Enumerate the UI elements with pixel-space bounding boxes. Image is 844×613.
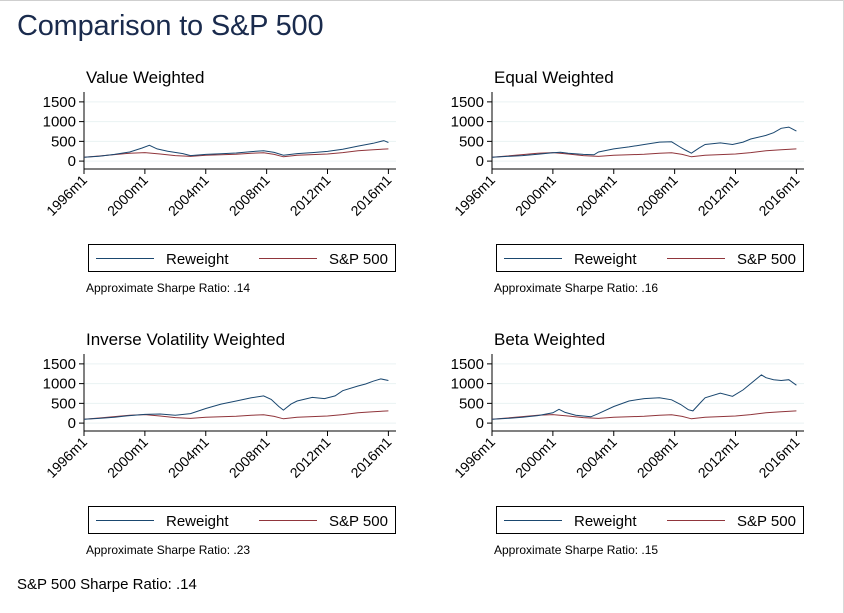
- line-chart-2: 0 500 1000 1500 1996m1 2000m1 2004m1 2008m1 2012…: [451, 92, 804, 219]
- legend-reweight-label: Reweight: [574, 251, 637, 268]
- x-tick-label: 2008m1: [634, 172, 681, 219]
- legend-3: Reweight S&P 500: [88, 506, 396, 534]
- x-tick-label: 2000m1: [512, 172, 559, 219]
- legend-sp500-label: S&P 500: [737, 251, 796, 268]
- y-tick-label: 1500: [43, 356, 76, 373]
- sp500-sharpe-footer: S&P 500 Sharpe Ratio: .14: [17, 576, 197, 593]
- x-tick-label: 2004m1: [165, 434, 212, 481]
- y-tick-label: 500: [51, 395, 76, 412]
- legend-sp500-swatch: [667, 520, 725, 521]
- x-tick-label: 2008m1: [634, 434, 681, 481]
- sp500-series-line: [83, 148, 389, 158]
- legend-reweight-label: Reweight: [166, 251, 229, 268]
- x-tick-label: 2012m1: [695, 172, 742, 219]
- y-tick-label: 1000: [451, 114, 484, 131]
- legend-sp500-swatch: [259, 258, 317, 259]
- legend-1: Reweight S&P 500: [88, 244, 396, 272]
- y-tick-label: 1500: [43, 94, 76, 111]
- panel-title-2: Equal Weighted: [494, 68, 614, 87]
- sp500-series-line: [83, 410, 389, 420]
- x-tick-label: 2016m1: [347, 434, 394, 481]
- sp500-series-line: [491, 148, 797, 158]
- sharpe-ratio-note-1: Approximate Sharpe Ratio: .14: [86, 281, 251, 295]
- x-tick-label: 2012m1: [287, 172, 334, 219]
- y-tick-label: 1000: [451, 376, 484, 393]
- y-tick-label: 1000: [43, 376, 76, 393]
- legend-reweight-swatch: [96, 258, 154, 259]
- legend-reweight-label: Reweight: [166, 513, 229, 530]
- y-tick-label: 500: [459, 395, 484, 412]
- y-tick-label: 0: [476, 415, 484, 432]
- x-tick-label: 1996m1: [43, 172, 90, 219]
- reweight-series-line: [491, 126, 797, 158]
- reweight-series-line: [491, 374, 797, 420]
- legend-reweight-swatch: [96, 520, 154, 521]
- legend-reweight-swatch: [504, 520, 562, 521]
- x-tick-label: 2012m1: [287, 434, 334, 481]
- reweight-series-line: [83, 140, 389, 158]
- y-tick-label: 1500: [451, 356, 484, 373]
- legend-reweight-label: Reweight: [574, 513, 637, 530]
- line-chart-1: 0 500 1000 1500 1996m1 2000m1 2004m1 2008m1 2012…: [43, 92, 396, 219]
- x-tick-label: 2012m1: [695, 434, 742, 481]
- x-tick-label: 1996m1: [43, 434, 90, 481]
- legend-sp500-label: S&P 500: [329, 513, 388, 530]
- sharpe-ratio-note-2: Approximate Sharpe Ratio: .16: [494, 281, 659, 295]
- y-tick-label: 500: [51, 133, 76, 150]
- y-tick-label: 0: [68, 153, 76, 170]
- legend-reweight-swatch: [504, 258, 562, 259]
- legend-sp500-swatch: [667, 258, 725, 259]
- line-chart-4: 0 500 1000 1500 1996m1 2000m1 2004m1 2008m1 2012…: [451, 354, 804, 481]
- legend-2: Reweight S&P 500: [496, 244, 804, 272]
- legend-sp500-label: S&P 500: [737, 513, 796, 530]
- reweight-series-line: [83, 378, 389, 420]
- x-tick-label: 2016m1: [755, 434, 802, 481]
- window-top-border: [0, 0, 844, 1]
- x-tick-label: 2016m1: [755, 172, 802, 219]
- y-tick-label: 0: [476, 153, 484, 170]
- x-tick-label: 1996m1: [451, 434, 498, 481]
- x-tick-label: 2004m1: [165, 172, 212, 219]
- panel-title-4: Beta Weighted: [494, 330, 606, 349]
- y-tick-label: 0: [68, 415, 76, 432]
- page-title: Comparison to S&P 500: [17, 10, 324, 42]
- legend-sp500-swatch: [259, 520, 317, 521]
- x-tick-label: 2008m1: [226, 172, 273, 219]
- y-tick-label: 1000: [43, 114, 76, 131]
- x-tick-label: 2000m1: [104, 434, 151, 481]
- x-tick-label: 2008m1: [226, 434, 273, 481]
- y-tick-label: 1500: [451, 94, 484, 111]
- x-tick-label: 2004m1: [573, 434, 620, 481]
- sharpe-ratio-note-3: Approximate Sharpe Ratio: .23: [86, 543, 251, 557]
- legend-sp500-label: S&P 500: [329, 251, 388, 268]
- sharpe-ratio-note-4: Approximate Sharpe Ratio: .15: [494, 543, 659, 557]
- x-tick-label: 1996m1: [451, 172, 498, 219]
- line-chart-3: 0 500 1000 1500 1996m1 2000m1 2004m1 2008m1 2012…: [43, 354, 396, 481]
- y-tick-label: 500: [459, 133, 484, 150]
- legend-4: Reweight S&P 500: [496, 506, 804, 534]
- panel-title-1: Value Weighted: [86, 68, 205, 87]
- x-tick-label: 2004m1: [573, 172, 620, 219]
- x-tick-label: 2016m1: [347, 172, 394, 219]
- sp500-series-line: [491, 410, 797, 420]
- x-tick-label: 2000m1: [104, 172, 151, 219]
- x-tick-label: 2000m1: [512, 434, 559, 481]
- panel-title-3: Inverse Volatility Weighted: [86, 330, 286, 349]
